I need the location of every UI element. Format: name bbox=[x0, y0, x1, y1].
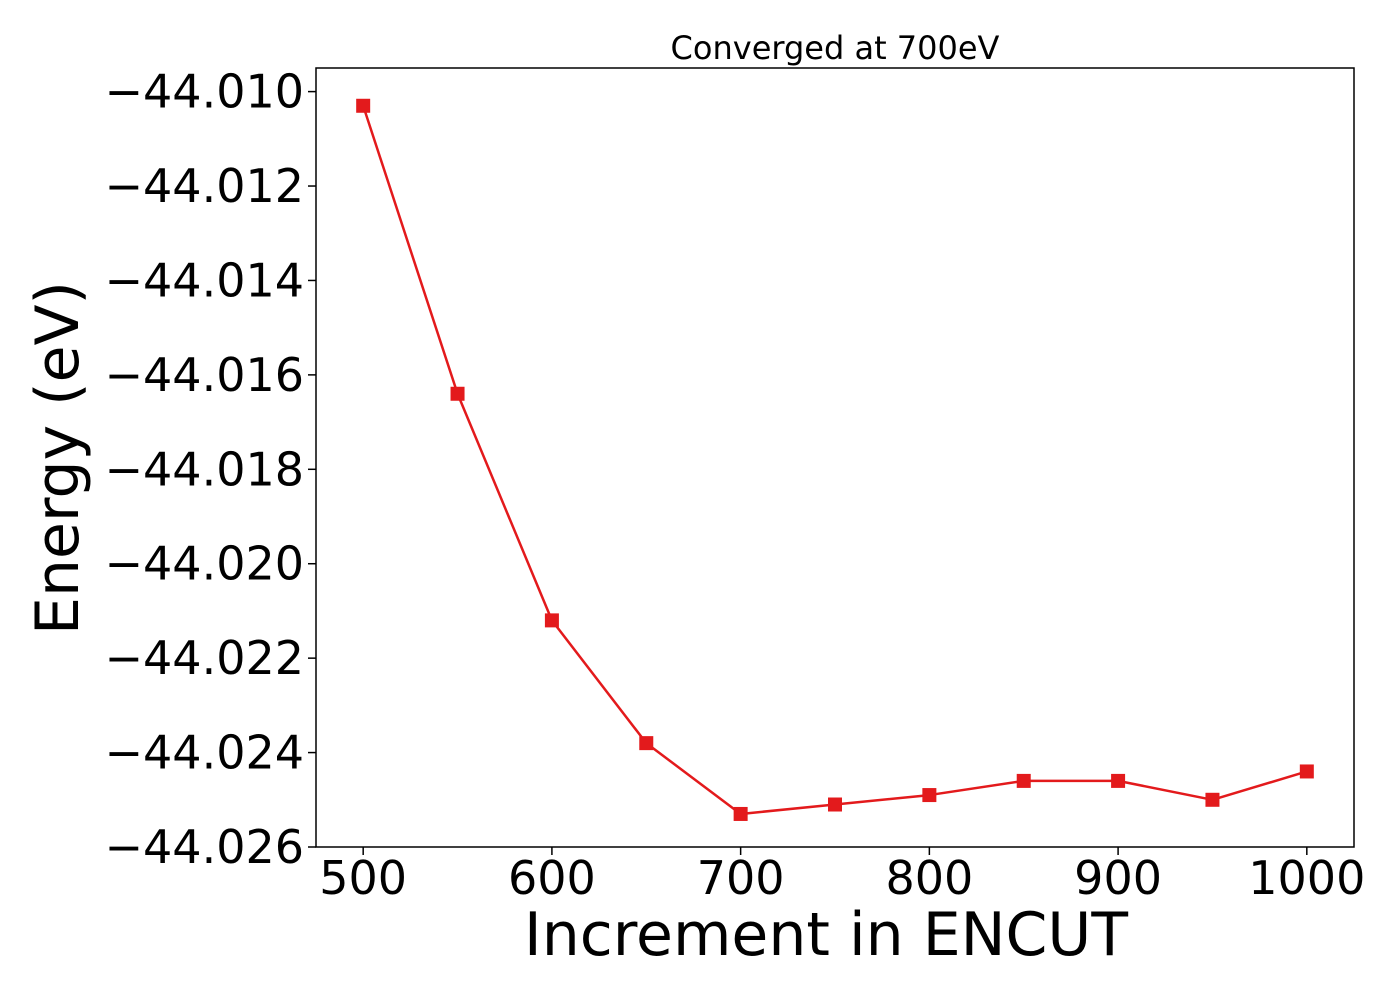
y-axis-ticks: −44.010 −44.012 −44.014 −44.016 −44.018 −44.0… bbox=[105, 65, 316, 874]
series-line bbox=[361, 105, 1308, 816]
y-tick-label: −44.014 bbox=[105, 253, 305, 307]
x-axis-ticks: 500 600 700 800 900 1000 bbox=[319, 847, 1365, 905]
x-tick-label: 700 bbox=[697, 851, 785, 905]
series-markers bbox=[356, 98, 1314, 821]
y-tick-label: −44.018 bbox=[105, 442, 305, 496]
data-point-marker bbox=[1205, 792, 1220, 807]
y-tick-label: −44.026 bbox=[105, 820, 305, 874]
data-point-marker bbox=[450, 386, 465, 401]
data-point-marker bbox=[828, 797, 842, 812]
x-tick-label: 500 bbox=[319, 851, 407, 905]
y-tick-label: −44.022 bbox=[105, 631, 305, 685]
x-tick-label: 600 bbox=[508, 851, 596, 905]
x-axis-label: Increment in ENCUT bbox=[524, 900, 1128, 970]
data-point-marker bbox=[1016, 773, 1031, 788]
data-point-marker bbox=[544, 613, 559, 628]
data-point-marker bbox=[1111, 773, 1126, 788]
plot-frame bbox=[315, 67, 1355, 848]
y-tick-label: −44.020 bbox=[105, 537, 305, 591]
x-tick-label: 900 bbox=[1074, 851, 1162, 905]
y-tick-label: −44.012 bbox=[105, 159, 305, 213]
chart-title: Converged at 700eV bbox=[671, 29, 1000, 67]
y-tick-label: −44.024 bbox=[105, 726, 305, 780]
x-tick-label: 800 bbox=[885, 851, 973, 905]
data-point-marker bbox=[922, 788, 937, 803]
y-tick-label: −44.016 bbox=[105, 348, 305, 402]
data-point-marker bbox=[639, 736, 654, 751]
y-axis-label: Energy (eV) bbox=[23, 281, 93, 635]
data-point-marker bbox=[733, 806, 748, 821]
data-point-marker bbox=[356, 98, 371, 113]
data-point-marker bbox=[1299, 764, 1314, 779]
x-tick-label: 1000 bbox=[1248, 851, 1365, 905]
y-tick-label: −44.010 bbox=[105, 65, 305, 119]
